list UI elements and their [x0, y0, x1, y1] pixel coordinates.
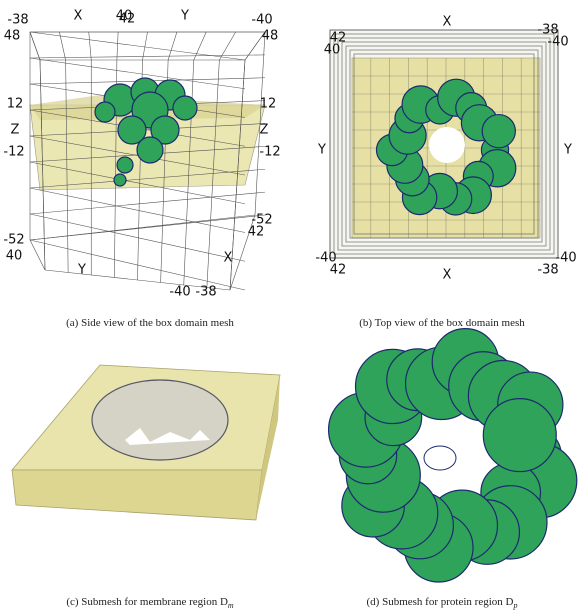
figure: -38X4042Y-4048481212ZZ-12-12-5240Y-5242X… [0, 0, 580, 616]
ring-hole [424, 446, 456, 470]
ring-hole [429, 127, 465, 163]
protein-cavity [92, 380, 228, 460]
protein-surface [483, 399, 556, 472]
axis-label: -12 [259, 145, 280, 160]
protein-blob [114, 174, 126, 186]
axis-label: -12 [3, 145, 24, 160]
caption-subscript: p [512, 601, 517, 610]
protein-blob [173, 96, 197, 120]
protein-blob [117, 157, 133, 173]
axis-label: 40 [324, 43, 341, 58]
axis-label: Y [77, 263, 86, 278]
axis-label: X [224, 251, 233, 266]
axis-label: 48 [4, 29, 21, 44]
protein-blob [137, 137, 163, 163]
caption: (c) Submesh for membrane region Dm [66, 596, 234, 610]
axis-label: Y [180, 9, 189, 24]
axis-label: 42 [248, 225, 265, 240]
axis-label: -38 [195, 285, 216, 300]
axis-label: Y [317, 143, 326, 158]
caption-subscript: m [228, 601, 234, 610]
axis-label: -40 [251, 13, 272, 28]
axis-label: 40 [6, 249, 23, 264]
axis-label: -40 [169, 285, 190, 300]
caption-text: (d) Submesh for protein region D [367, 596, 514, 608]
panel-top-view [330, 30, 558, 258]
axis-label: X [74, 9, 83, 24]
axis-label: X [443, 15, 452, 30]
axis-label: 12 [260, 97, 277, 112]
axis-label: Z [260, 123, 269, 138]
axis-label: -40 [547, 35, 568, 50]
axis-label: -52 [3, 233, 24, 248]
caption: (b) Top view of the box domain mesh [359, 317, 525, 329]
axis-label: X [443, 268, 452, 283]
caption: (a) Side view of the box domain mesh [66, 317, 234, 329]
protein-blob [95, 102, 115, 122]
protein-ring [482, 115, 515, 148]
axis-label: Z [11, 123, 20, 138]
caption-text: (c) Submesh for membrane region D [66, 596, 228, 608]
axis-label: 42 [330, 263, 347, 278]
axis-label: 12 [7, 97, 24, 112]
axis-label: 42 [119, 12, 136, 27]
axis-label: -40 [555, 251, 576, 266]
axis-label: 48 [262, 29, 279, 44]
axis-label: Y [563, 143, 572, 158]
axis-label: -38 [7, 13, 28, 28]
caption: (d) Submesh for protein region Dp [367, 596, 518, 610]
